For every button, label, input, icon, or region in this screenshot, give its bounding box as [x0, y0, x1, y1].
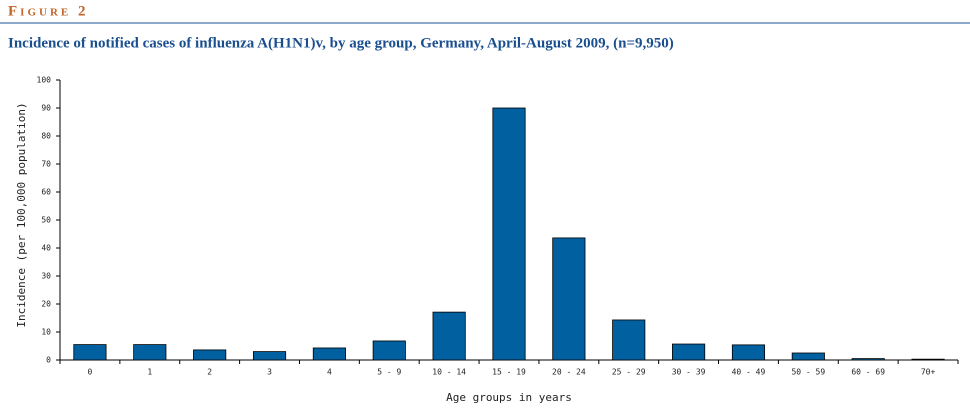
y-tick-label: 90 [41, 104, 51, 113]
y-tick-label: 10 [41, 328, 51, 337]
y-tick-label: 0 [46, 356, 51, 365]
bar [731, 344, 766, 361]
bar [372, 340, 406, 361]
x-tick-label: 15 - 19 [492, 368, 526, 377]
y-tick-label: 60 [41, 188, 51, 197]
x-tick-label: 40 - 49 [732, 368, 766, 377]
x-tick-label: 2 [207, 368, 212, 377]
bar [312, 347, 346, 361]
y-tick-label: 80 [41, 132, 51, 141]
x-tick-label: 10 - 14 [432, 368, 466, 377]
figure-label: Figure 2 [8, 3, 88, 19]
y-tick-label: 20 [41, 300, 51, 309]
bar [73, 344, 107, 361]
x-tick-label: 25 - 29 [612, 368, 646, 377]
y-tick-label: 40 [41, 244, 51, 253]
bar [791, 352, 825, 361]
y-tick-label: 100 [37, 76, 52, 85]
y-tick-label: 70 [41, 160, 51, 169]
bar [432, 311, 466, 361]
bar [911, 358, 945, 361]
y-axis-title: Incidence (per 100,000 population) [15, 102, 28, 327]
bar [851, 358, 885, 361]
bar [672, 343, 706, 361]
bar [492, 107, 526, 361]
x-tick-label: 4 [327, 368, 332, 377]
y-tick-label: 50 [41, 216, 51, 225]
bar [133, 344, 167, 361]
x-tick-label: 70+ [921, 368, 936, 377]
bar [252, 351, 287, 361]
x-tick-label: 1 [147, 368, 152, 377]
chart-title: Incidence of notified cases of influenza… [8, 35, 674, 51]
x-tick-label: 5 - 9 [377, 368, 401, 377]
x-tick-label: 50 - 59 [791, 368, 825, 377]
x-tick-label: 20 - 24 [552, 368, 586, 377]
bar [193, 349, 227, 361]
x-tick-label: 0 [88, 368, 93, 377]
x-axis-title: Age groups in years [446, 391, 572, 404]
bar [552, 237, 586, 361]
x-tick-label: 60 - 69 [851, 368, 885, 377]
bar [612, 319, 646, 361]
y-tick-label: 30 [41, 272, 51, 281]
x-tick-label: 3 [267, 368, 272, 377]
x-tick-label: 30 - 39 [672, 368, 706, 377]
